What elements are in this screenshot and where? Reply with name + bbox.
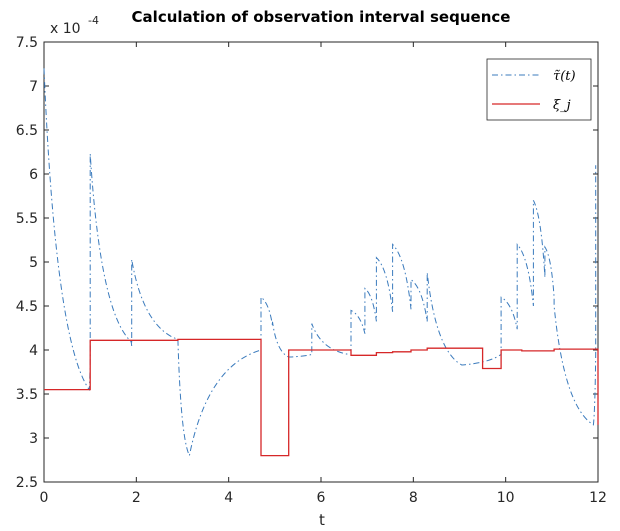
y-exponent-power: -4 (88, 14, 99, 27)
y-exponent-label: x 10 (50, 21, 81, 37)
y-tick-labels: 2.5 3 3.5 4 4.5 5 5.5 6 6.5 7 7.5 (16, 35, 38, 491)
y-tick-label-8: 6.5 (16, 123, 38, 139)
x-tick-label-6: 12 (589, 490, 607, 506)
y-tick-label-9: 7 (29, 79, 38, 95)
y-tick-label-4: 4.5 (16, 299, 38, 315)
axis-ticks (43, 41, 599, 483)
x-tick-label-1: 2 (132, 490, 141, 506)
chart-title: Calculation of observation interval sequ… (132, 8, 511, 26)
y-tick-label-0: 2.5 (16, 475, 38, 491)
series-xi-step (44, 338, 599, 457)
y-tick-label-2: 3.5 (16, 387, 38, 403)
legend-tau-label: τ̃(t) (553, 69, 576, 84)
y-tick-label-1: 3 (29, 431, 38, 447)
y-tick-label-3: 4 (29, 343, 38, 359)
x-tick-label-3: 6 (317, 490, 326, 506)
x-axis-label: t (319, 511, 325, 529)
legend: τ̃(t) ξ_j (486, 58, 592, 121)
y-tick-label-10: 7.5 (16, 35, 38, 51)
x-tick-label-0: 0 (40, 490, 49, 506)
legend-box (486, 58, 592, 121)
x-tick-label-5: 10 (497, 490, 515, 506)
x-tick-label-2: 4 (224, 490, 233, 506)
legend-xi-label: ξ_j (553, 98, 571, 113)
series-layer (43, 68, 599, 458)
y-tick-label-6: 5.5 (16, 211, 38, 227)
x-tick-label-4: 8 (409, 490, 418, 506)
y-tick-label-5: 5 (29, 255, 38, 271)
x-tick-labels: 0 2 4 6 8 10 12 (40, 490, 607, 506)
y-tick-label-7: 6 (29, 167, 38, 183)
